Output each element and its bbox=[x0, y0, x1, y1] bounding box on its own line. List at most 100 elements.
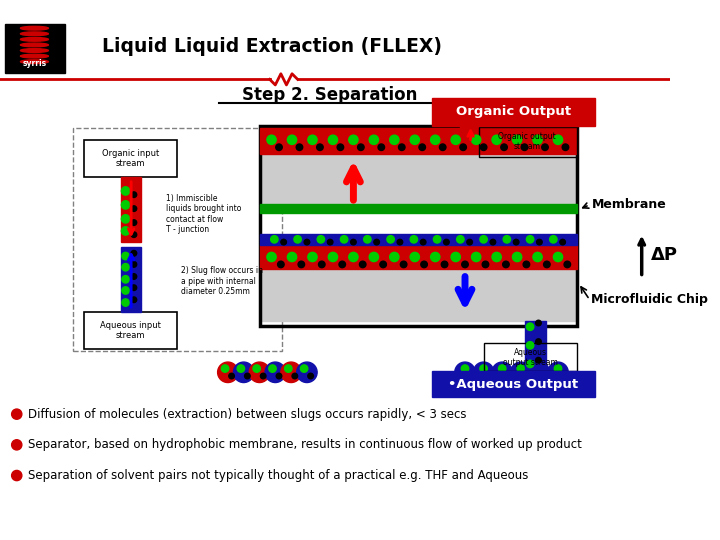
Circle shape bbox=[348, 135, 358, 144]
Circle shape bbox=[564, 261, 570, 268]
Circle shape bbox=[533, 135, 542, 144]
Circle shape bbox=[131, 206, 137, 211]
Circle shape bbox=[131, 251, 137, 256]
Circle shape bbox=[455, 362, 475, 382]
Circle shape bbox=[521, 144, 528, 151]
Circle shape bbox=[261, 373, 266, 379]
Circle shape bbox=[253, 365, 261, 372]
Circle shape bbox=[387, 235, 395, 243]
Circle shape bbox=[131, 232, 137, 238]
Ellipse shape bbox=[20, 54, 48, 58]
Bar bbox=[526, 321, 546, 372]
Circle shape bbox=[468, 373, 473, 379]
Circle shape bbox=[554, 365, 562, 372]
Bar bbox=[484, 343, 577, 372]
Circle shape bbox=[276, 373, 282, 379]
Circle shape bbox=[122, 275, 130, 283]
Bar bbox=[433, 98, 595, 126]
Circle shape bbox=[269, 365, 276, 372]
Circle shape bbox=[562, 144, 569, 151]
Text: Separation of solvent pairs not typically thought of a practical e.g. THF and Aq: Separation of solvent pairs not typicall… bbox=[28, 469, 528, 482]
Circle shape bbox=[467, 239, 472, 245]
Text: ΔP: ΔP bbox=[651, 246, 678, 264]
Circle shape bbox=[131, 220, 137, 225]
Circle shape bbox=[533, 252, 542, 261]
Circle shape bbox=[237, 365, 245, 372]
Circle shape bbox=[317, 235, 325, 243]
Circle shape bbox=[297, 362, 317, 382]
Circle shape bbox=[390, 135, 399, 144]
Bar bbox=[84, 312, 176, 349]
Circle shape bbox=[131, 261, 137, 267]
Circle shape bbox=[233, 362, 254, 382]
Circle shape bbox=[318, 261, 325, 268]
Circle shape bbox=[341, 235, 348, 243]
Circle shape bbox=[542, 373, 548, 379]
Circle shape bbox=[328, 252, 338, 261]
Circle shape bbox=[390, 252, 399, 261]
Circle shape bbox=[505, 373, 510, 379]
Circle shape bbox=[431, 135, 440, 144]
Circle shape bbox=[541, 144, 548, 151]
Circle shape bbox=[131, 297, 137, 302]
Circle shape bbox=[398, 144, 405, 151]
Circle shape bbox=[549, 235, 557, 243]
Circle shape bbox=[122, 227, 130, 235]
Circle shape bbox=[480, 144, 487, 151]
Circle shape bbox=[364, 235, 371, 243]
Circle shape bbox=[472, 135, 481, 144]
Circle shape bbox=[410, 252, 420, 261]
Circle shape bbox=[410, 235, 418, 243]
Circle shape bbox=[420, 261, 428, 268]
Circle shape bbox=[122, 187, 130, 195]
Circle shape bbox=[358, 144, 364, 151]
Circle shape bbox=[292, 373, 297, 379]
Circle shape bbox=[517, 365, 525, 372]
Circle shape bbox=[400, 261, 407, 268]
Circle shape bbox=[328, 135, 338, 144]
Text: Step 2. Separation: Step 2. Separation bbox=[243, 86, 418, 104]
Circle shape bbox=[287, 252, 297, 261]
Circle shape bbox=[294, 235, 302, 243]
Circle shape bbox=[472, 252, 481, 261]
Circle shape bbox=[308, 373, 313, 379]
Circle shape bbox=[308, 252, 317, 261]
Circle shape bbox=[122, 264, 130, 271]
Circle shape bbox=[560, 239, 565, 245]
Circle shape bbox=[300, 365, 308, 372]
Bar bbox=[121, 247, 141, 312]
Text: Organic input
stream: Organic input stream bbox=[102, 148, 159, 168]
Ellipse shape bbox=[20, 60, 48, 64]
Circle shape bbox=[544, 261, 550, 268]
Text: Separator, based on hydrophobic membrane, results in continuous flow of worked u: Separator, based on hydrophobic membrane… bbox=[28, 438, 582, 451]
Text: Microfluidic Chip: Microfluidic Chip bbox=[592, 293, 708, 306]
Circle shape bbox=[12, 409, 22, 419]
Text: Diffusion of molecules (extraction) between slugs occurs rapidly, < 3 secs: Diffusion of molecules (extraction) betw… bbox=[28, 408, 467, 421]
Text: Aqueous
output stream: Aqueous output stream bbox=[503, 348, 557, 367]
Bar bbox=[479, 127, 577, 157]
Circle shape bbox=[298, 261, 305, 268]
Bar bbox=[433, 372, 595, 397]
Circle shape bbox=[369, 252, 379, 261]
Circle shape bbox=[529, 362, 549, 382]
Circle shape bbox=[456, 235, 464, 243]
Circle shape bbox=[122, 252, 130, 260]
Circle shape bbox=[380, 261, 387, 268]
Circle shape bbox=[419, 144, 426, 151]
Circle shape bbox=[249, 362, 270, 382]
Circle shape bbox=[351, 239, 356, 245]
Bar bbox=[262, 127, 575, 208]
Circle shape bbox=[369, 135, 379, 144]
Text: 1) Immiscible
liquids brought into
contact at flow
T - junction: 1) Immiscible liquids brought into conta… bbox=[166, 194, 241, 234]
Circle shape bbox=[284, 365, 292, 372]
Circle shape bbox=[441, 261, 448, 268]
Circle shape bbox=[267, 252, 276, 261]
Circle shape bbox=[536, 339, 541, 345]
Text: Organic output
stream: Organic output stream bbox=[498, 132, 556, 151]
Circle shape bbox=[526, 323, 534, 330]
Circle shape bbox=[281, 362, 302, 382]
Circle shape bbox=[513, 135, 522, 144]
Circle shape bbox=[444, 239, 449, 245]
Circle shape bbox=[410, 135, 420, 144]
Circle shape bbox=[462, 261, 468, 268]
